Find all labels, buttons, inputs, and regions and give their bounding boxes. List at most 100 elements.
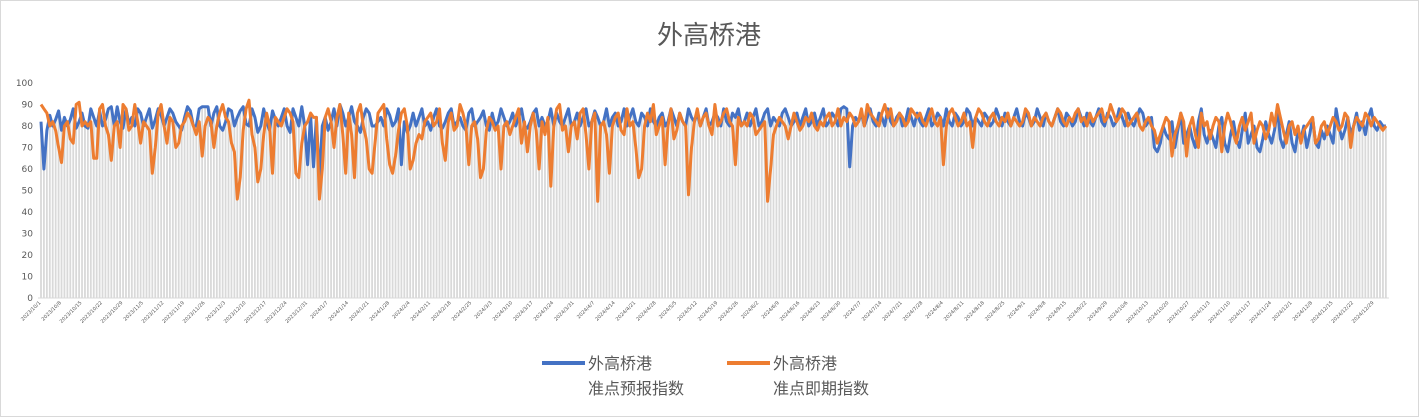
bar — [359, 132, 362, 298]
bar — [1171, 121, 1173, 298]
bar — [588, 126, 590, 298]
bar — [75, 128, 78, 298]
bar — [514, 126, 517, 298]
bar — [1033, 121, 1036, 298]
bar — [831, 113, 833, 298]
bar — [544, 126, 546, 298]
bar — [942, 126, 945, 298]
bar — [995, 108, 998, 298]
bar — [365, 108, 368, 298]
bar — [382, 126, 385, 298]
bar — [256, 132, 259, 298]
bar — [1361, 121, 1364, 298]
bar — [1062, 126, 1065, 298]
bar — [1226, 151, 1229, 298]
bar — [139, 113, 142, 298]
bar — [637, 126, 640, 298]
bar — [423, 126, 426, 298]
bar — [177, 126, 180, 298]
bar — [1176, 130, 1179, 298]
bar — [1253, 126, 1255, 298]
bar — [86, 128, 89, 298]
bar — [1024, 113, 1027, 298]
bar — [48, 115, 51, 298]
bar — [658, 117, 661, 299]
bar — [1100, 121, 1103, 298]
bar — [1317, 147, 1320, 298]
bar — [1027, 117, 1030, 299]
bar — [283, 108, 286, 298]
bar — [195, 126, 198, 298]
bar — [1121, 117, 1124, 299]
bar — [230, 110, 233, 298]
legend-item-forecast[interactable]: 外高桥港 准点预报指数 — [542, 354, 684, 398]
bar — [699, 126, 702, 298]
bar — [292, 108, 294, 298]
bar — [886, 108, 889, 298]
bar — [839, 108, 842, 298]
bar — [57, 110, 60, 298]
bar — [1042, 126, 1044, 298]
bar — [215, 106, 218, 299]
bar — [441, 128, 444, 298]
bar — [1349, 134, 1352, 298]
bar — [122, 128, 124, 298]
bar — [503, 117, 505, 299]
bar — [84, 126, 86, 298]
bar — [1320, 130, 1323, 298]
bar — [1018, 121, 1021, 298]
bar — [297, 126, 300, 298]
bar — [1258, 151, 1261, 298]
bar — [1341, 138, 1343, 298]
bar — [714, 113, 716, 298]
bar — [822, 108, 825, 298]
bar — [1165, 134, 1168, 298]
y-tick-label: 60 — [22, 165, 34, 175]
bar — [391, 126, 394, 298]
y-tick-label: 50 — [22, 187, 34, 197]
bar — [271, 110, 274, 298]
bar — [92, 117, 95, 299]
bar — [860, 113, 863, 298]
bar — [749, 126, 751, 298]
bar — [377, 121, 379, 298]
bar — [221, 130, 224, 298]
bar — [652, 121, 655, 298]
bar — [324, 117, 327, 299]
bar — [1250, 134, 1252, 298]
bar — [130, 117, 133, 299]
bar — [479, 117, 482, 299]
bar — [397, 108, 400, 298]
bar — [1279, 138, 1282, 298]
bar — [708, 126, 710, 298]
bar — [863, 126, 866, 298]
bar — [998, 117, 1001, 299]
bar — [1332, 143, 1335, 298]
bar — [825, 126, 828, 298]
bar — [1273, 130, 1276, 298]
bar — [69, 119, 72, 298]
bar — [418, 117, 420, 299]
bar — [690, 117, 693, 299]
bar — [1206, 143, 1209, 298]
bar — [347, 117, 350, 299]
bar — [212, 113, 215, 298]
bar — [116, 106, 119, 299]
bar — [828, 121, 831, 298]
bar — [1223, 143, 1226, 298]
bar — [555, 113, 558, 298]
bar — [796, 113, 798, 298]
bar — [640, 113, 643, 298]
bar — [1050, 126, 1053, 298]
series-lines — [39, 98, 1388, 203]
legend-label-line2: 准点即期指数 — [773, 379, 869, 398]
bar — [661, 113, 664, 298]
bar — [447, 113, 450, 298]
legend-label-line1: 外高桥港 — [588, 354, 652, 373]
legend-item-spot[interactable]: 外高桥港 准点即期指数 — [727, 354, 869, 398]
chart-title: 外高桥港 — [657, 21, 761, 51]
bar — [743, 121, 746, 298]
bar — [1305, 147, 1308, 298]
